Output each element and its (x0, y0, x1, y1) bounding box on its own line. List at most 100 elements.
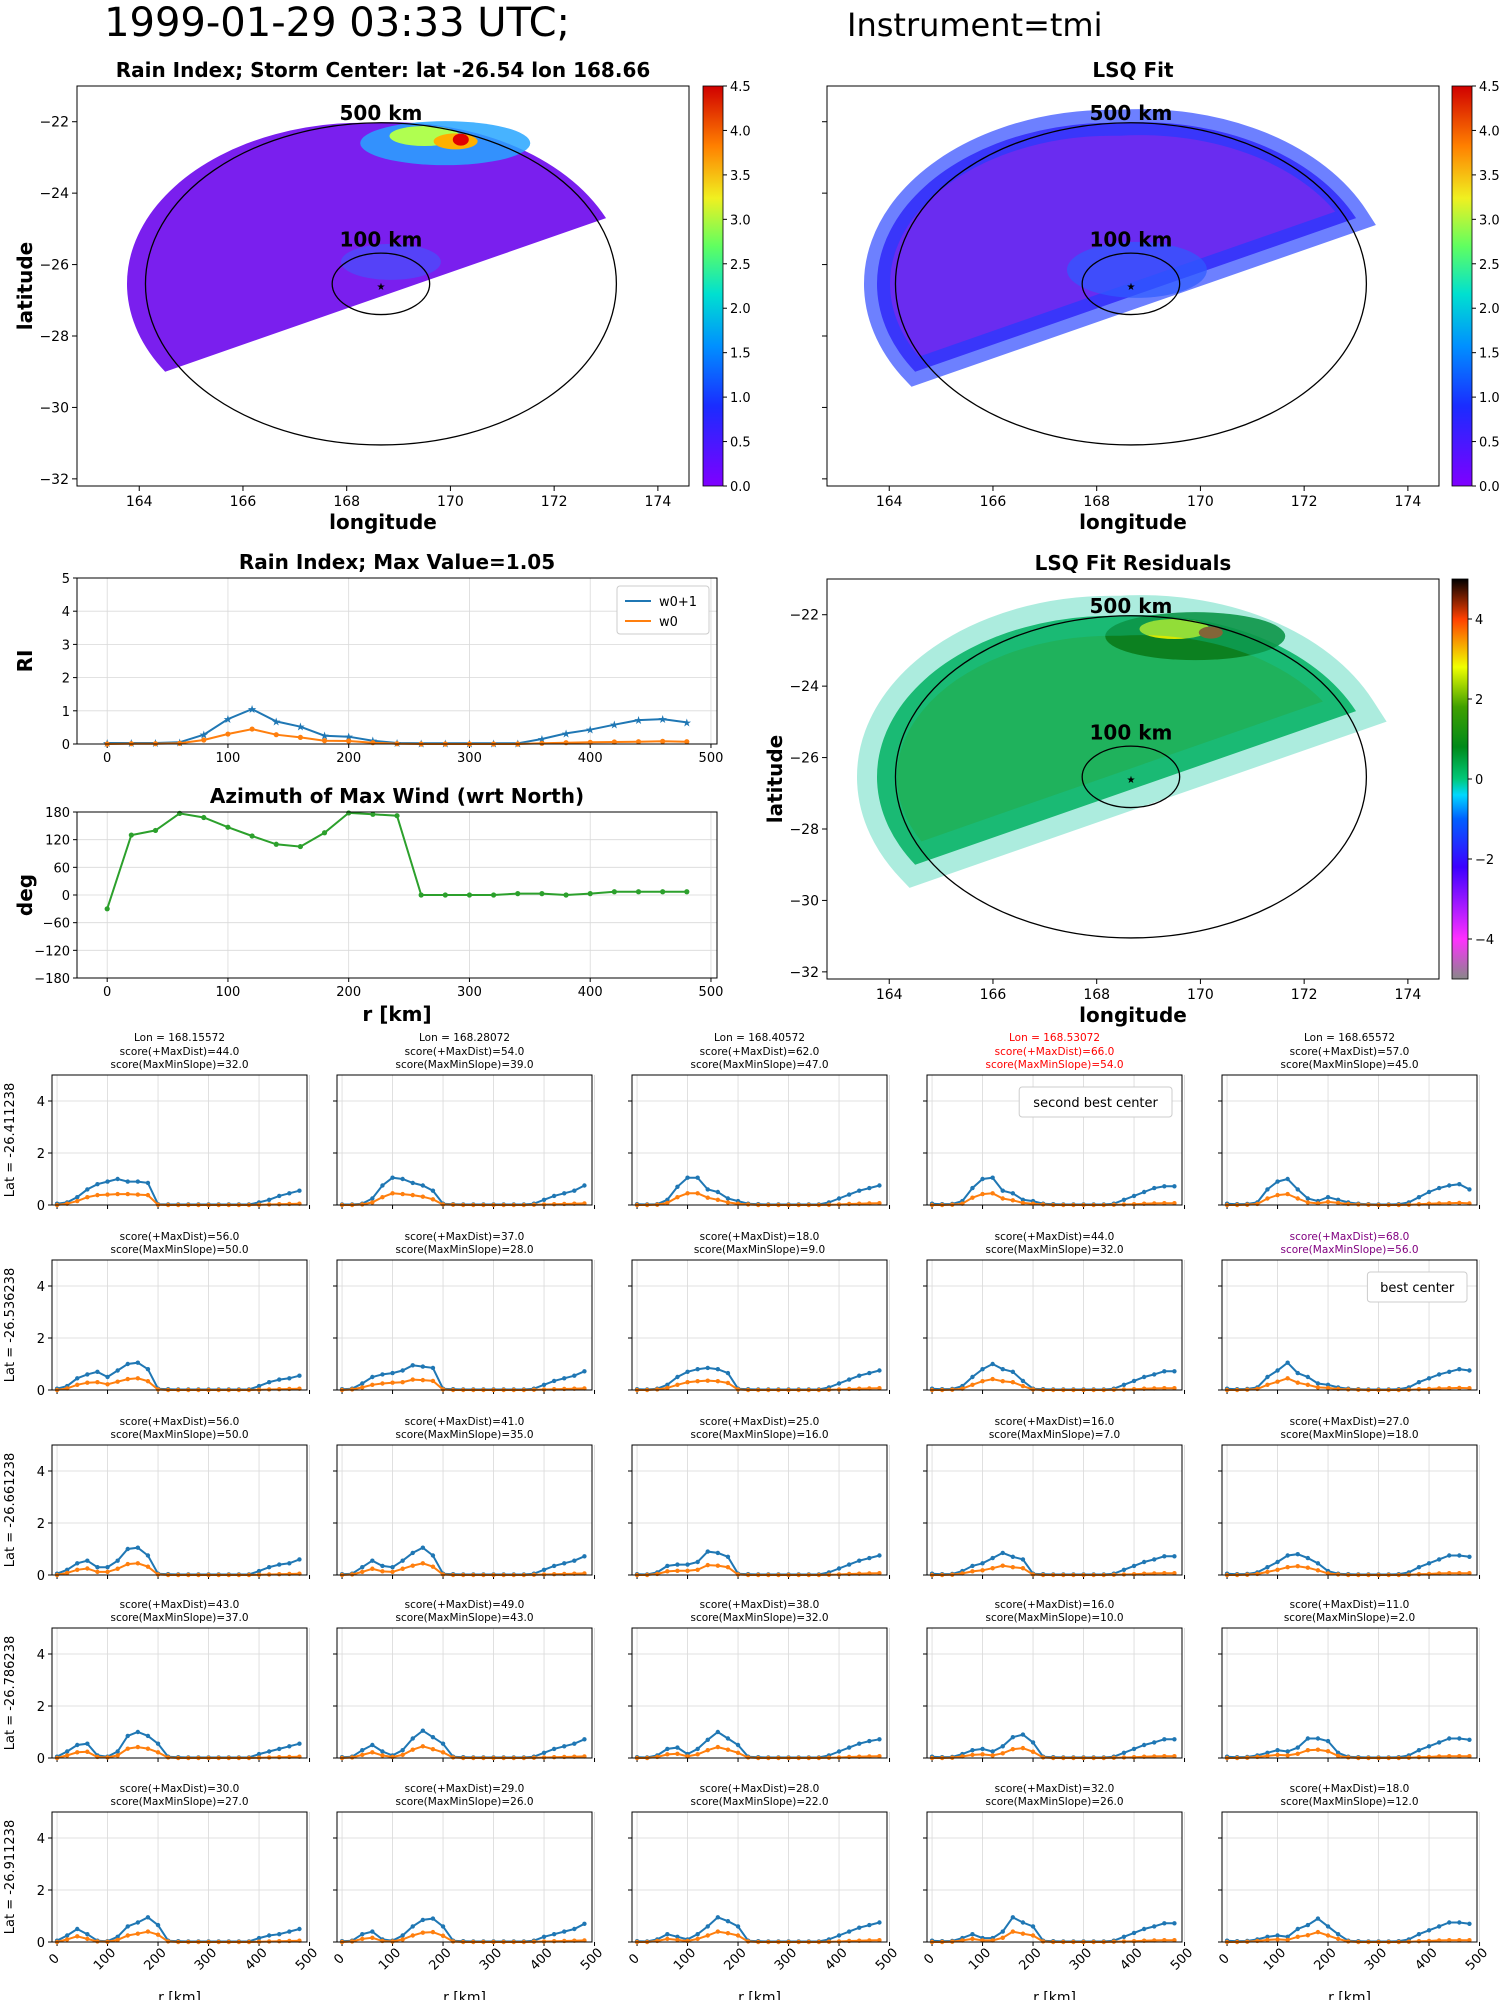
y-tick-label: 0 (37, 1569, 45, 1584)
colorbar-tick-label: 2.5 (730, 258, 751, 273)
data-point (1275, 1937, 1280, 1942)
panel-score-maxdist: score(+MaxDist)=38.0 (700, 1599, 820, 1611)
data-point (390, 1565, 395, 1570)
data-point (400, 1176, 405, 1182)
data-point (1335, 1572, 1341, 1577)
data-point (980, 1561, 985, 1566)
data-point (980, 1746, 985, 1752)
small-panel: 0 100 200 300 400 500 score(+MaxDist)=18.0scor… (1216, 1783, 1491, 2000)
storm-center-marker: ★ (1126, 282, 1135, 293)
data-point (572, 1188, 577, 1193)
data-point (695, 1367, 700, 1372)
data-point (1030, 1933, 1036, 1938)
ring-100km (1081, 745, 1181, 809)
x-tick-label: 400 (242, 1945, 270, 1973)
panel-lat-label: Lat = -26.661238 (3, 1453, 18, 1567)
data-point (400, 1748, 405, 1753)
data-point (266, 1755, 272, 1760)
y-tick-label: 60 (53, 861, 70, 876)
data-point (1030, 1572, 1036, 1577)
data-point (380, 1195, 385, 1200)
data-point (145, 1564, 151, 1569)
y-tick-label: 2 (37, 1332, 45, 1347)
small-panel: score(+MaxDist)=18.0score(MaxMinSlope)=9… (628, 1231, 891, 1394)
data-point (582, 1737, 587, 1742)
data-point (1416, 1380, 1422, 1385)
data-point (1416, 1565, 1422, 1570)
data-point (1295, 1563, 1300, 1569)
data-point (1030, 1749, 1036, 1754)
data-point (85, 1380, 90, 1385)
data-point (430, 1188, 436, 1193)
data-point (155, 1741, 161, 1746)
data-point (85, 1566, 90, 1571)
panel-xlabel: r [km] (738, 1990, 781, 2000)
data-point (410, 1924, 415, 1929)
data-point (857, 1373, 862, 1378)
data-point (430, 1378, 436, 1384)
data-point (115, 1937, 120, 1943)
data-point (273, 841, 279, 847)
data-point (563, 892, 569, 898)
data-point (249, 726, 255, 732)
data-point (1457, 1200, 1462, 1206)
data-point (1131, 1930, 1137, 1936)
data-point (970, 1382, 975, 1388)
data-point (990, 1361, 995, 1367)
data-point (1416, 1939, 1422, 1944)
data-point (85, 1558, 90, 1563)
data-point (1020, 1931, 1026, 1936)
data-point (1467, 1385, 1472, 1391)
data-point (735, 1933, 741, 1938)
plot-area (52, 1628, 307, 1758)
data-point (430, 1735, 436, 1740)
x-tick-label: 164 (876, 987, 903, 1003)
suptitle-date: 1999-01-29 03:33 UTC; (104, 0, 570, 46)
data-point (1275, 1752, 1280, 1758)
plot-area (632, 1628, 887, 1758)
data-point (321, 830, 328, 836)
data-point (970, 1932, 975, 1937)
data-point (440, 1202, 446, 1207)
panel-xlabel: r [km] (158, 1990, 201, 2000)
data-point (1285, 1934, 1290, 1940)
panel-score-maxdist: score(+MaxDist)=11.0 (1290, 1599, 1410, 1611)
map-ylabel: latitude (13, 242, 37, 330)
x-tick-label: 200 (336, 985, 361, 1000)
data-point (665, 1752, 670, 1757)
data-point (277, 1387, 282, 1392)
data-point (430, 1365, 436, 1371)
data-point (297, 843, 303, 850)
panel-score-maxdist: score(+MaxDist)=25.0 (700, 1416, 820, 1428)
axes-frame (51, 1259, 308, 1391)
data-point (836, 1933, 842, 1938)
x-tick-label: 500 (699, 751, 724, 766)
data-point (1295, 1196, 1300, 1201)
axes-frame (926, 1444, 1183, 1576)
panel-score-slope: score(MaxMinSlope)=50.0 (110, 1429, 248, 1441)
y-tick-label: 2 (37, 1517, 45, 1532)
data-point (145, 1192, 151, 1198)
data-point (1020, 1197, 1026, 1203)
axes-frame (1221, 1074, 1478, 1206)
data-point (277, 1755, 282, 1760)
y-tick-label: −28 (789, 822, 819, 838)
x-tick-label: 174 (1395, 987, 1422, 1003)
data-point (582, 1554, 587, 1559)
axes-frame (76, 85, 690, 487)
data-point (1162, 1184, 1167, 1189)
data-point (95, 1939, 100, 1944)
panel-score-slope: score(MaxMinSlope)=22.0 (690, 1796, 828, 1808)
small-panel: score(+MaxDist)=44.0score(MaxMinSlope)=3… (923, 1231, 1186, 1394)
data-point (665, 1200, 670, 1206)
data-point (1315, 1568, 1321, 1573)
x-tick-label: 200 (1016, 1945, 1044, 1973)
x-tick-label: 174 (645, 494, 672, 510)
data-point (970, 1748, 975, 1753)
panel-lat-label: Lat = -26.536238 (3, 1268, 18, 1382)
data-point (135, 1545, 141, 1550)
data-point (1275, 1368, 1280, 1373)
data-point (1447, 1937, 1452, 1943)
y-tick-label: 120 (45, 834, 70, 849)
data-point (370, 1382, 375, 1388)
